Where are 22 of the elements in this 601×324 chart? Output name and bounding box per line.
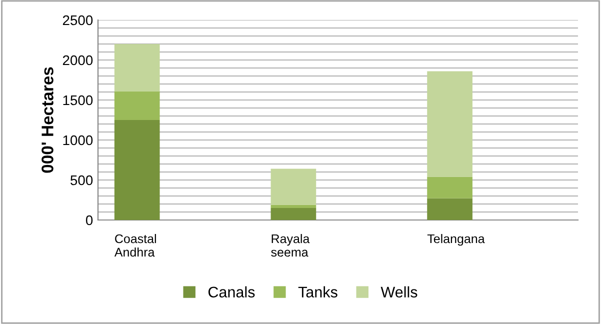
bar	[270, 204, 316, 208]
y-axis-title: 000' Hectares	[42, 67, 54, 173]
bar	[270, 208, 316, 220]
legend-label: Canals	[208, 286, 255, 298]
bar	[270, 168, 316, 205]
y-tick-label: 1000	[63, 135, 93, 146]
y-tick-label: 2500	[62, 15, 93, 26]
y-tick-label: 500	[70, 175, 93, 186]
bar	[427, 198, 472, 220]
x-tick-label: Coastal Andhra	[114, 234, 156, 257]
legend-label: Wells	[380, 286, 418, 298]
bar	[114, 91, 160, 120]
bar	[114, 120, 160, 220]
bar	[114, 44, 160, 92]
x-tick-label: Telangana	[427, 234, 485, 246]
y-tick-label: 0	[86, 215, 93, 226]
y-tick-label: 1500	[63, 95, 93, 106]
legend-label: Tanks	[298, 286, 338, 298]
x-tick-label: Rayala seema	[271, 234, 310, 257]
bar	[427, 71, 472, 177]
y-tick-label: 2000	[62, 55, 93, 66]
bar	[427, 176, 472, 198]
